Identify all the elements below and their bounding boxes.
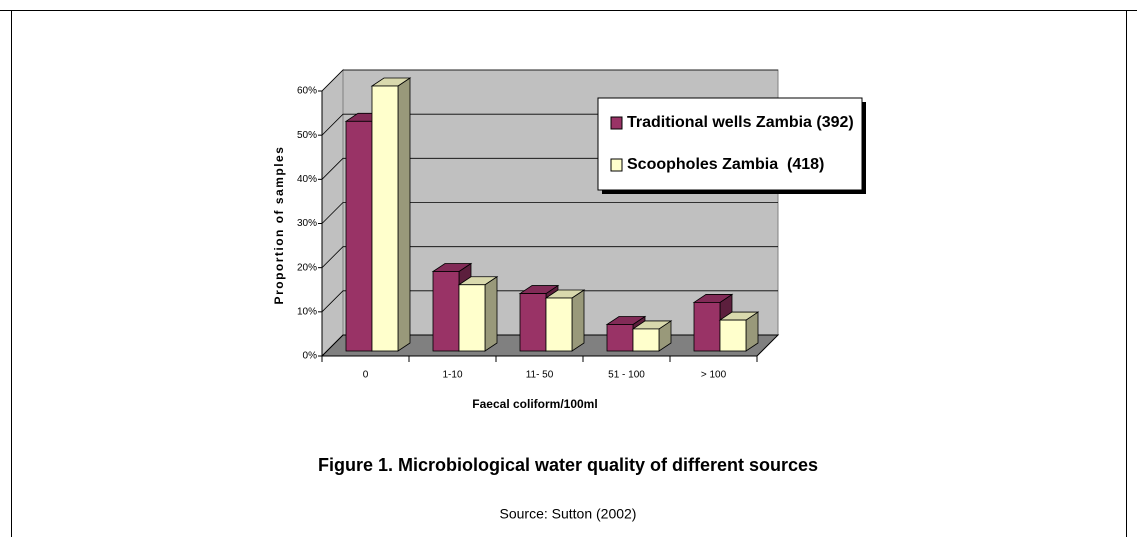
bar-front bbox=[545, 297, 573, 352]
x-tick-label: 11- 50 bbox=[526, 370, 554, 381]
bar-front bbox=[719, 319, 747, 352]
x-tick-label: > 100 bbox=[701, 370, 727, 381]
legend-label: Traditional wells Zambia (392) bbox=[627, 114, 854, 131]
y-tick-label: 60% bbox=[297, 86, 317, 97]
bar bbox=[544, 289, 586, 352]
grid-line bbox=[321, 202, 778, 224]
legend-swatch bbox=[610, 116, 623, 130]
bar-side bbox=[571, 289, 585, 352]
bar-front bbox=[519, 293, 547, 352]
caption: Figure 1. Microbiological water quality … bbox=[318, 455, 818, 475]
chart: 0% 10% 20% 30% 40% 50% 60% 0 1-10 11- 50 51 - 100 >… bbox=[297, 68, 866, 381]
grid-line bbox=[321, 69, 778, 92]
y-tick-label: 20% bbox=[297, 262, 317, 273]
y-axis-label: Proportion of samples bbox=[272, 146, 286, 305]
x-axis-label: Faecal coliform/100ml bbox=[472, 397, 597, 411]
x-tick-label: 51 - 100 bbox=[608, 370, 645, 381]
bar-front bbox=[345, 120, 373, 352]
bar-front bbox=[606, 324, 634, 352]
bar bbox=[370, 77, 412, 352]
bar bbox=[457, 276, 499, 352]
bar-front bbox=[432, 271, 460, 352]
bar bbox=[631, 320, 673, 352]
source: Source: Sutton (2002) bbox=[500, 506, 637, 522]
y-tick-label: 40% bbox=[297, 174, 317, 185]
y-tick-label: 30% bbox=[297, 218, 317, 229]
bar-side bbox=[484, 276, 498, 352]
y-tick-label: 10% bbox=[297, 306, 317, 317]
bar-front bbox=[371, 85, 399, 352]
bar-front bbox=[632, 328, 660, 352]
bar-side bbox=[397, 77, 411, 352]
legend-swatch bbox=[610, 158, 623, 172]
y-tick-label: 50% bbox=[297, 130, 317, 141]
bar-front bbox=[458, 284, 486, 352]
bar-front bbox=[693, 302, 721, 352]
bar bbox=[718, 311, 760, 352]
x-tick-label: 1-10 bbox=[442, 370, 462, 381]
legend-label: Scoopholes Zambia (418) bbox=[627, 156, 824, 173]
x-tick-label: 0 bbox=[363, 370, 369, 381]
y-tick-label: 0% bbox=[303, 351, 318, 362]
grid-line bbox=[321, 246, 778, 268]
grid-line bbox=[321, 290, 778, 313]
legend bbox=[597, 97, 863, 191]
